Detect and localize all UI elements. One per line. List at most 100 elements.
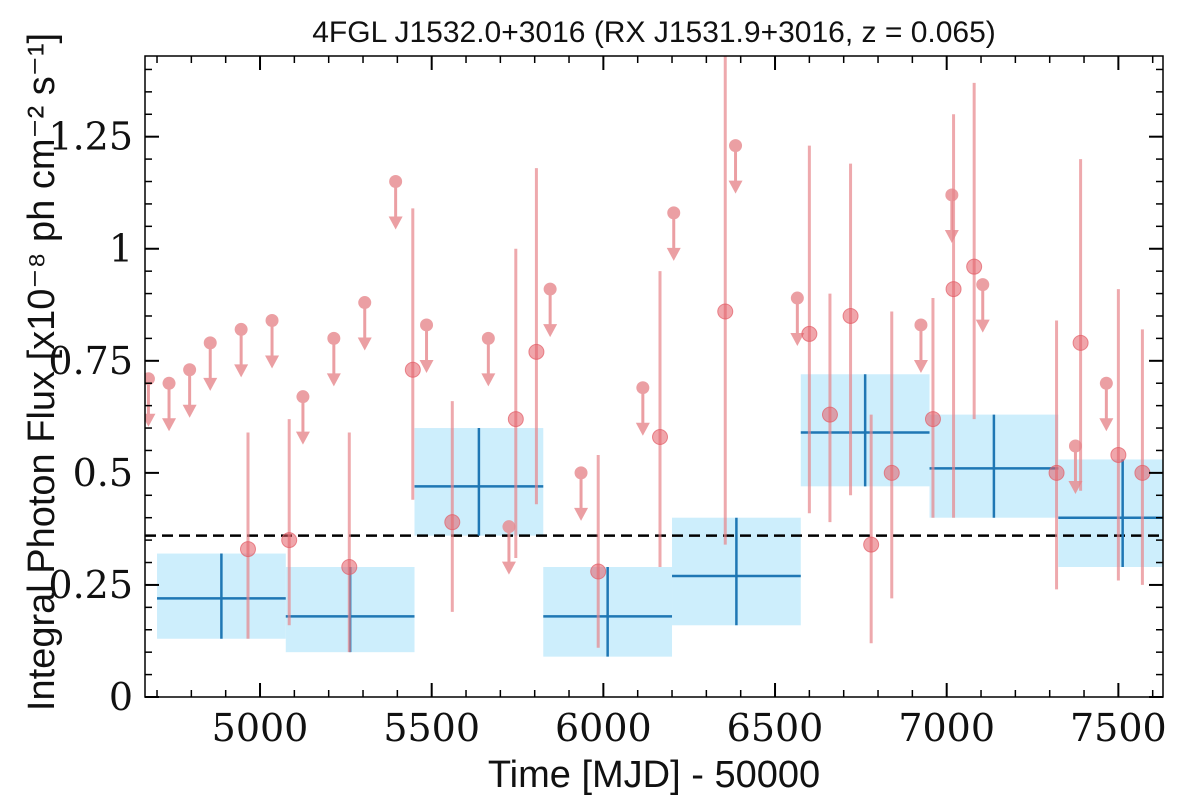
upper-limit-arrowhead bbox=[145, 413, 156, 427]
upper-limit-marker bbox=[636, 381, 650, 395]
upper-limit-arrowhead bbox=[1099, 418, 1114, 432]
detection-point bbox=[590, 454, 607, 648]
detection-marker bbox=[281, 532, 298, 549]
detection-point bbox=[341, 432, 358, 653]
detection-marker bbox=[507, 411, 524, 428]
upper-limit-marker bbox=[162, 376, 176, 390]
y-tick-label: 0 bbox=[109, 675, 133, 719]
upper-limit-arrowhead bbox=[388, 216, 403, 230]
upper-limit-arrowhead bbox=[635, 422, 650, 436]
detection-marker bbox=[821, 406, 838, 423]
detection-marker bbox=[590, 563, 607, 580]
upper-limit-marker bbox=[667, 206, 681, 220]
upper-limit-marker bbox=[502, 520, 516, 534]
detection-marker bbox=[1134, 464, 1151, 481]
upper-limit-marker bbox=[976, 278, 990, 292]
chart-title: 4FGL J1532.0+3016 (RX J1531.9+3016, z = … bbox=[312, 16, 996, 49]
x-tick-label: 6000 bbox=[555, 706, 652, 750]
upper-limit-arrowhead bbox=[944, 229, 959, 243]
upper-limit bbox=[162, 376, 177, 432]
detection-marker bbox=[924, 411, 941, 428]
upper-limit bbox=[913, 318, 928, 373]
upper-limit bbox=[666, 206, 681, 261]
upper-limit bbox=[203, 336, 218, 391]
detection-point bbox=[528, 168, 545, 505]
detection-point bbox=[821, 293, 838, 523]
upper-limit-arrowhead bbox=[203, 377, 218, 391]
upper-limit-marker bbox=[296, 390, 310, 404]
detection-point bbox=[281, 419, 298, 626]
detection-point bbox=[717, 56, 734, 545]
detection-point bbox=[652, 271, 669, 568]
y-tick-label: 1 bbox=[109, 227, 133, 271]
detection-point bbox=[1072, 159, 1089, 491]
upper-limit bbox=[326, 331, 341, 387]
upper-limit-marker bbox=[420, 318, 434, 332]
upper-limit bbox=[419, 318, 434, 373]
upper-limit-marker bbox=[327, 331, 341, 345]
plot-frame bbox=[144, 55, 1164, 698]
detection-point bbox=[240, 432, 257, 639]
upper-limit-marker bbox=[183, 363, 197, 377]
upper-limit bbox=[543, 282, 558, 338]
upper-limit-marker bbox=[481, 331, 495, 345]
x-tick-label: 6500 bbox=[727, 706, 824, 750]
upper-limit bbox=[944, 188, 959, 243]
upper-limit-marker bbox=[1068, 439, 1082, 453]
upper-limit-marker bbox=[543, 282, 557, 296]
upper-limit-marker bbox=[945, 188, 959, 202]
upper-limit-arrowhead bbox=[790, 333, 805, 347]
detection-point bbox=[924, 298, 941, 518]
upper-limit bbox=[728, 139, 743, 194]
detection-marker bbox=[966, 258, 983, 275]
upper-limit bbox=[790, 291, 805, 347]
upper-limit-marker bbox=[1099, 376, 1113, 390]
upper-limit-arrowhead bbox=[574, 507, 589, 521]
upper-limit bbox=[388, 175, 403, 230]
upper-limit bbox=[975, 278, 990, 333]
upper-limit-marker bbox=[914, 318, 928, 332]
y-tick-label: 0.25 bbox=[48, 563, 133, 607]
y-tick-label: 0.5 bbox=[73, 451, 133, 495]
upper-limit-marker bbox=[574, 466, 588, 480]
detection-marker bbox=[1072, 334, 1089, 351]
x-tick-label: 7500 bbox=[1070, 706, 1167, 750]
detection-point bbox=[1048, 320, 1065, 590]
detection-point bbox=[863, 414, 880, 644]
upper-limit-arrowhead bbox=[295, 431, 310, 445]
x-tick-label: 7000 bbox=[898, 706, 995, 750]
upper-limit bbox=[1068, 439, 1083, 494]
detection-marker bbox=[652, 429, 669, 446]
upper-limit bbox=[481, 331, 496, 387]
upper-limit-marker bbox=[358, 296, 372, 310]
detection-point bbox=[404, 208, 421, 500]
detection-marker bbox=[341, 559, 358, 576]
x-tick-label: 5000 bbox=[212, 706, 309, 750]
upper-limit bbox=[265, 313, 280, 369]
plot-layer bbox=[145, 56, 1163, 657]
upper-limit-arrowhead bbox=[666, 247, 681, 261]
upper-limit-marker bbox=[145, 372, 155, 386]
upper-limit-arrowhead bbox=[182, 404, 197, 418]
detection-marker bbox=[1110, 446, 1127, 463]
detection-marker bbox=[842, 307, 859, 324]
upper-limit-marker bbox=[203, 336, 217, 350]
upper-limit-marker bbox=[729, 139, 743, 153]
detection-point bbox=[966, 82, 983, 420]
upper-limit-arrowhead bbox=[265, 355, 280, 369]
upper-limit-arrowhead bbox=[162, 418, 177, 432]
detection-marker bbox=[883, 464, 900, 481]
x-axis-label: Time [MJD] - 50000 bbox=[488, 754, 820, 796]
upper-limit bbox=[1099, 376, 1114, 432]
upper-limit bbox=[635, 381, 650, 436]
x-tick-label: 5500 bbox=[383, 706, 480, 750]
upper-limit-arrowhead bbox=[501, 561, 516, 575]
upper-limit bbox=[357, 296, 372, 351]
y-tick-label: 0.75 bbox=[48, 339, 133, 383]
detection-marker bbox=[404, 361, 421, 378]
upper-limit-arrowhead bbox=[481, 373, 496, 387]
upper-limit-marker bbox=[389, 175, 403, 189]
upper-limit-arrowhead bbox=[357, 337, 372, 351]
detection-marker bbox=[945, 281, 962, 298]
